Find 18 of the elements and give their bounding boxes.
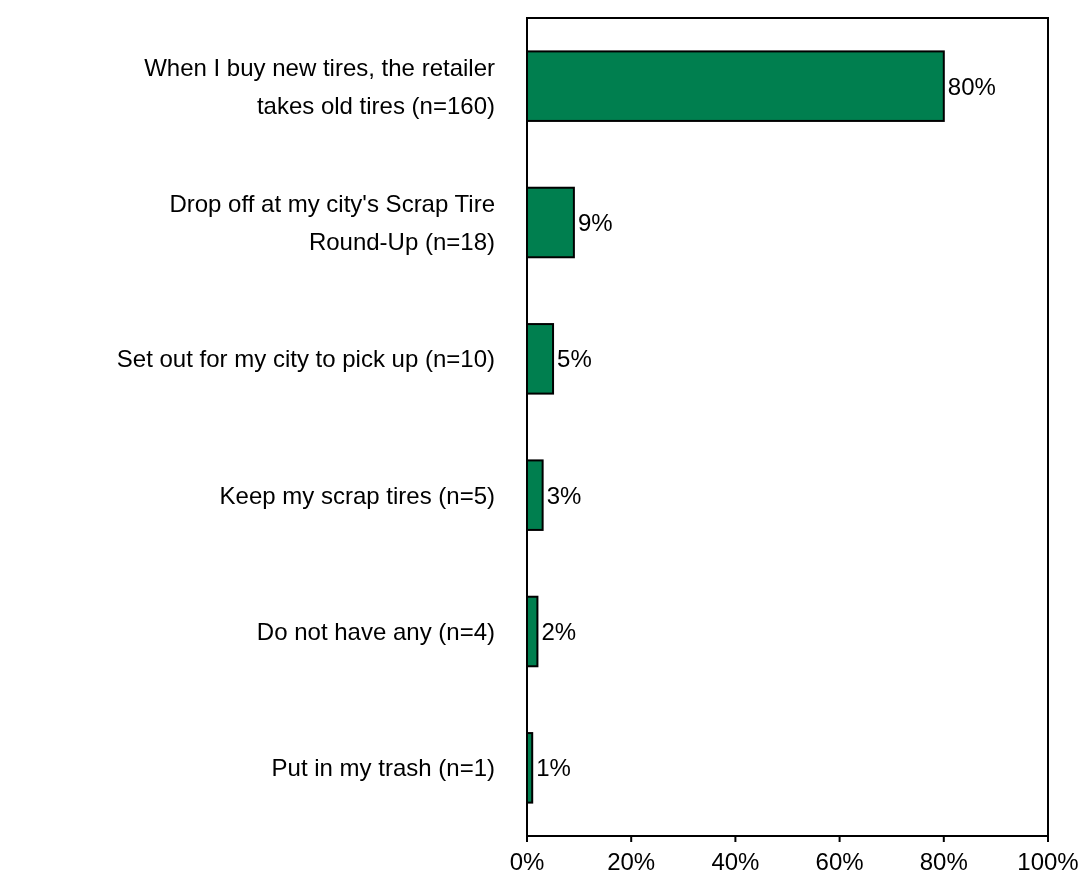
data-label: 1%: [536, 754, 571, 782]
y-tick-label: Drop off at my city's Scrap Tire Round-Up (n=18): [169, 189, 495, 255]
x-tick-label: 0%: [509, 848, 545, 871]
y-tick-label: Set out for my city to pick up (n=10): [116, 345, 495, 373]
y-tick-label: Do not have any (n=4): [256, 617, 495, 645]
data-label: 2%: [541, 617, 577, 645]
x-tick-label: 20%: [607, 848, 656, 871]
y-tick-label: When I buy new tires, the retailer takes old tires (n=160): [144, 53, 495, 119]
data-label: 80%: [947, 72, 996, 100]
x-tick-label: 80%: [919, 848, 968, 871]
data-label: 5%: [557, 345, 592, 373]
y-tick-label: Put in my trash (n=1): [271, 754, 495, 782]
x-tick-label: 40%: [711, 848, 760, 871]
data-label: 3%: [546, 481, 582, 509]
y-tick-label: Keep my scrap tires (n=5): [219, 481, 495, 509]
data-label: 9%: [577, 208, 613, 236]
x-tick-label: 60%: [815, 848, 864, 871]
x-tick-label: 100%: [1017, 848, 1079, 871]
